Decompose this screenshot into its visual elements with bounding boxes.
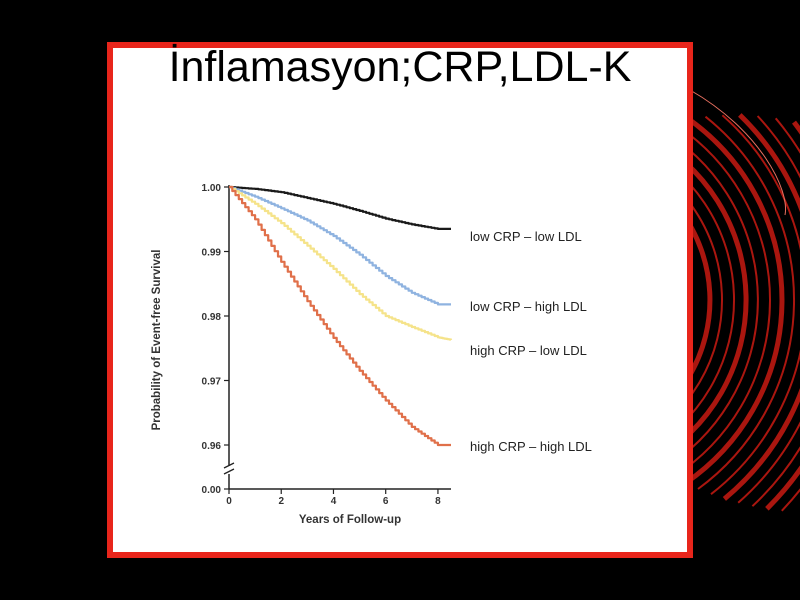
decor-arc (751, 117, 800, 507)
y-tick-label: 0.96 (202, 441, 222, 452)
decor-arc (684, 117, 785, 486)
y-tick-label: 0.98 (202, 312, 222, 323)
x-tick-label: 6 (383, 496, 389, 507)
series-line (229, 185, 451, 306)
series-line (229, 185, 453, 341)
series-label: high CRP – low LDL (470, 343, 587, 358)
y-tick-label: 0.97 (202, 377, 222, 388)
x-tick-label: 4 (331, 496, 337, 507)
decor-arc (722, 113, 800, 501)
y-tick-label: 1.00 (202, 183, 222, 194)
x-axis-title: Years of Follow-up (299, 514, 401, 526)
decor-arc (658, 127, 759, 471)
decor-arc (672, 122, 771, 478)
y-axis-break-mark (223, 462, 235, 475)
series-label: high CRP – high LDL (470, 439, 592, 454)
decor-arc (737, 115, 800, 504)
y-tick-label: 0.00 (202, 485, 222, 496)
decor-arc (710, 114, 800, 495)
series-label: low CRP – high LDL (470, 299, 587, 314)
decor-thin-line (689, 89, 787, 216)
slide-card (107, 42, 693, 558)
x-tick-label: 0 (226, 496, 232, 507)
decor-arc (697, 115, 795, 490)
series-line (229, 185, 451, 230)
y-tick-label: 0.99 (202, 248, 222, 259)
series-line (229, 185, 451, 447)
x-tick-label: 2 (278, 496, 284, 507)
series-label: low CRP – low LDL (470, 229, 582, 244)
slide-title: İnflamasyon;CRP,LDL-K (168, 43, 632, 91)
y-axis-title: Probability of Event-free Survival (151, 250, 163, 431)
x-tick-label: 8 (435, 496, 441, 507)
